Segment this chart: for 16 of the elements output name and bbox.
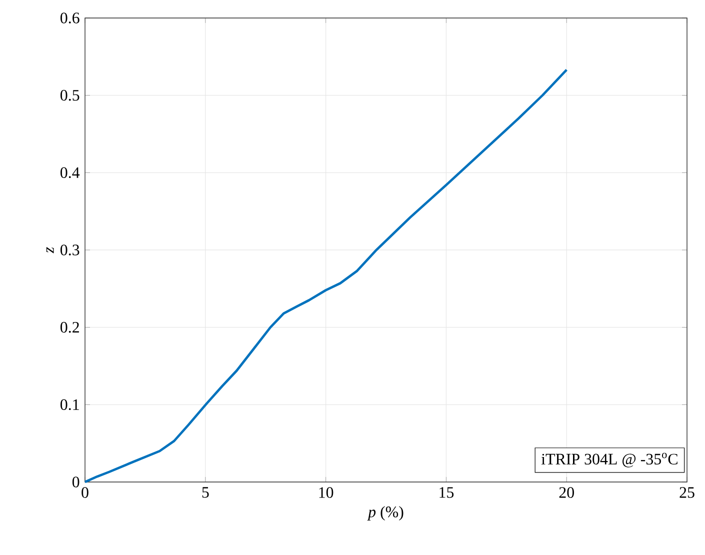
y-tick-label: 0.1	[60, 399, 79, 410]
y-tick-label: 0.2	[60, 322, 79, 333]
x-tick-label: 10	[319, 487, 334, 498]
y-tick-label: 0.5	[60, 90, 80, 101]
x-tick-label: 25	[680, 487, 694, 498]
x-axis-title: p (%)	[367, 506, 404, 521]
y-tick-label: 0	[72, 476, 80, 488]
y-tick-label: 0.3	[60, 244, 80, 256]
y-axis-title: z	[46, 247, 54, 254]
x-tick-label: 20	[559, 487, 574, 498]
y-tick-label: 0.4	[60, 167, 80, 178]
x-tick-label: 15	[440, 487, 454, 498]
x-tick-label: 0	[82, 487, 88, 498]
y-tick-label: 0.6	[60, 12, 80, 24]
annotation: iTRIP 304L @ -35$^{o}$C	[541, 452, 678, 468]
x-tick-label: 5	[202, 487, 209, 498]
